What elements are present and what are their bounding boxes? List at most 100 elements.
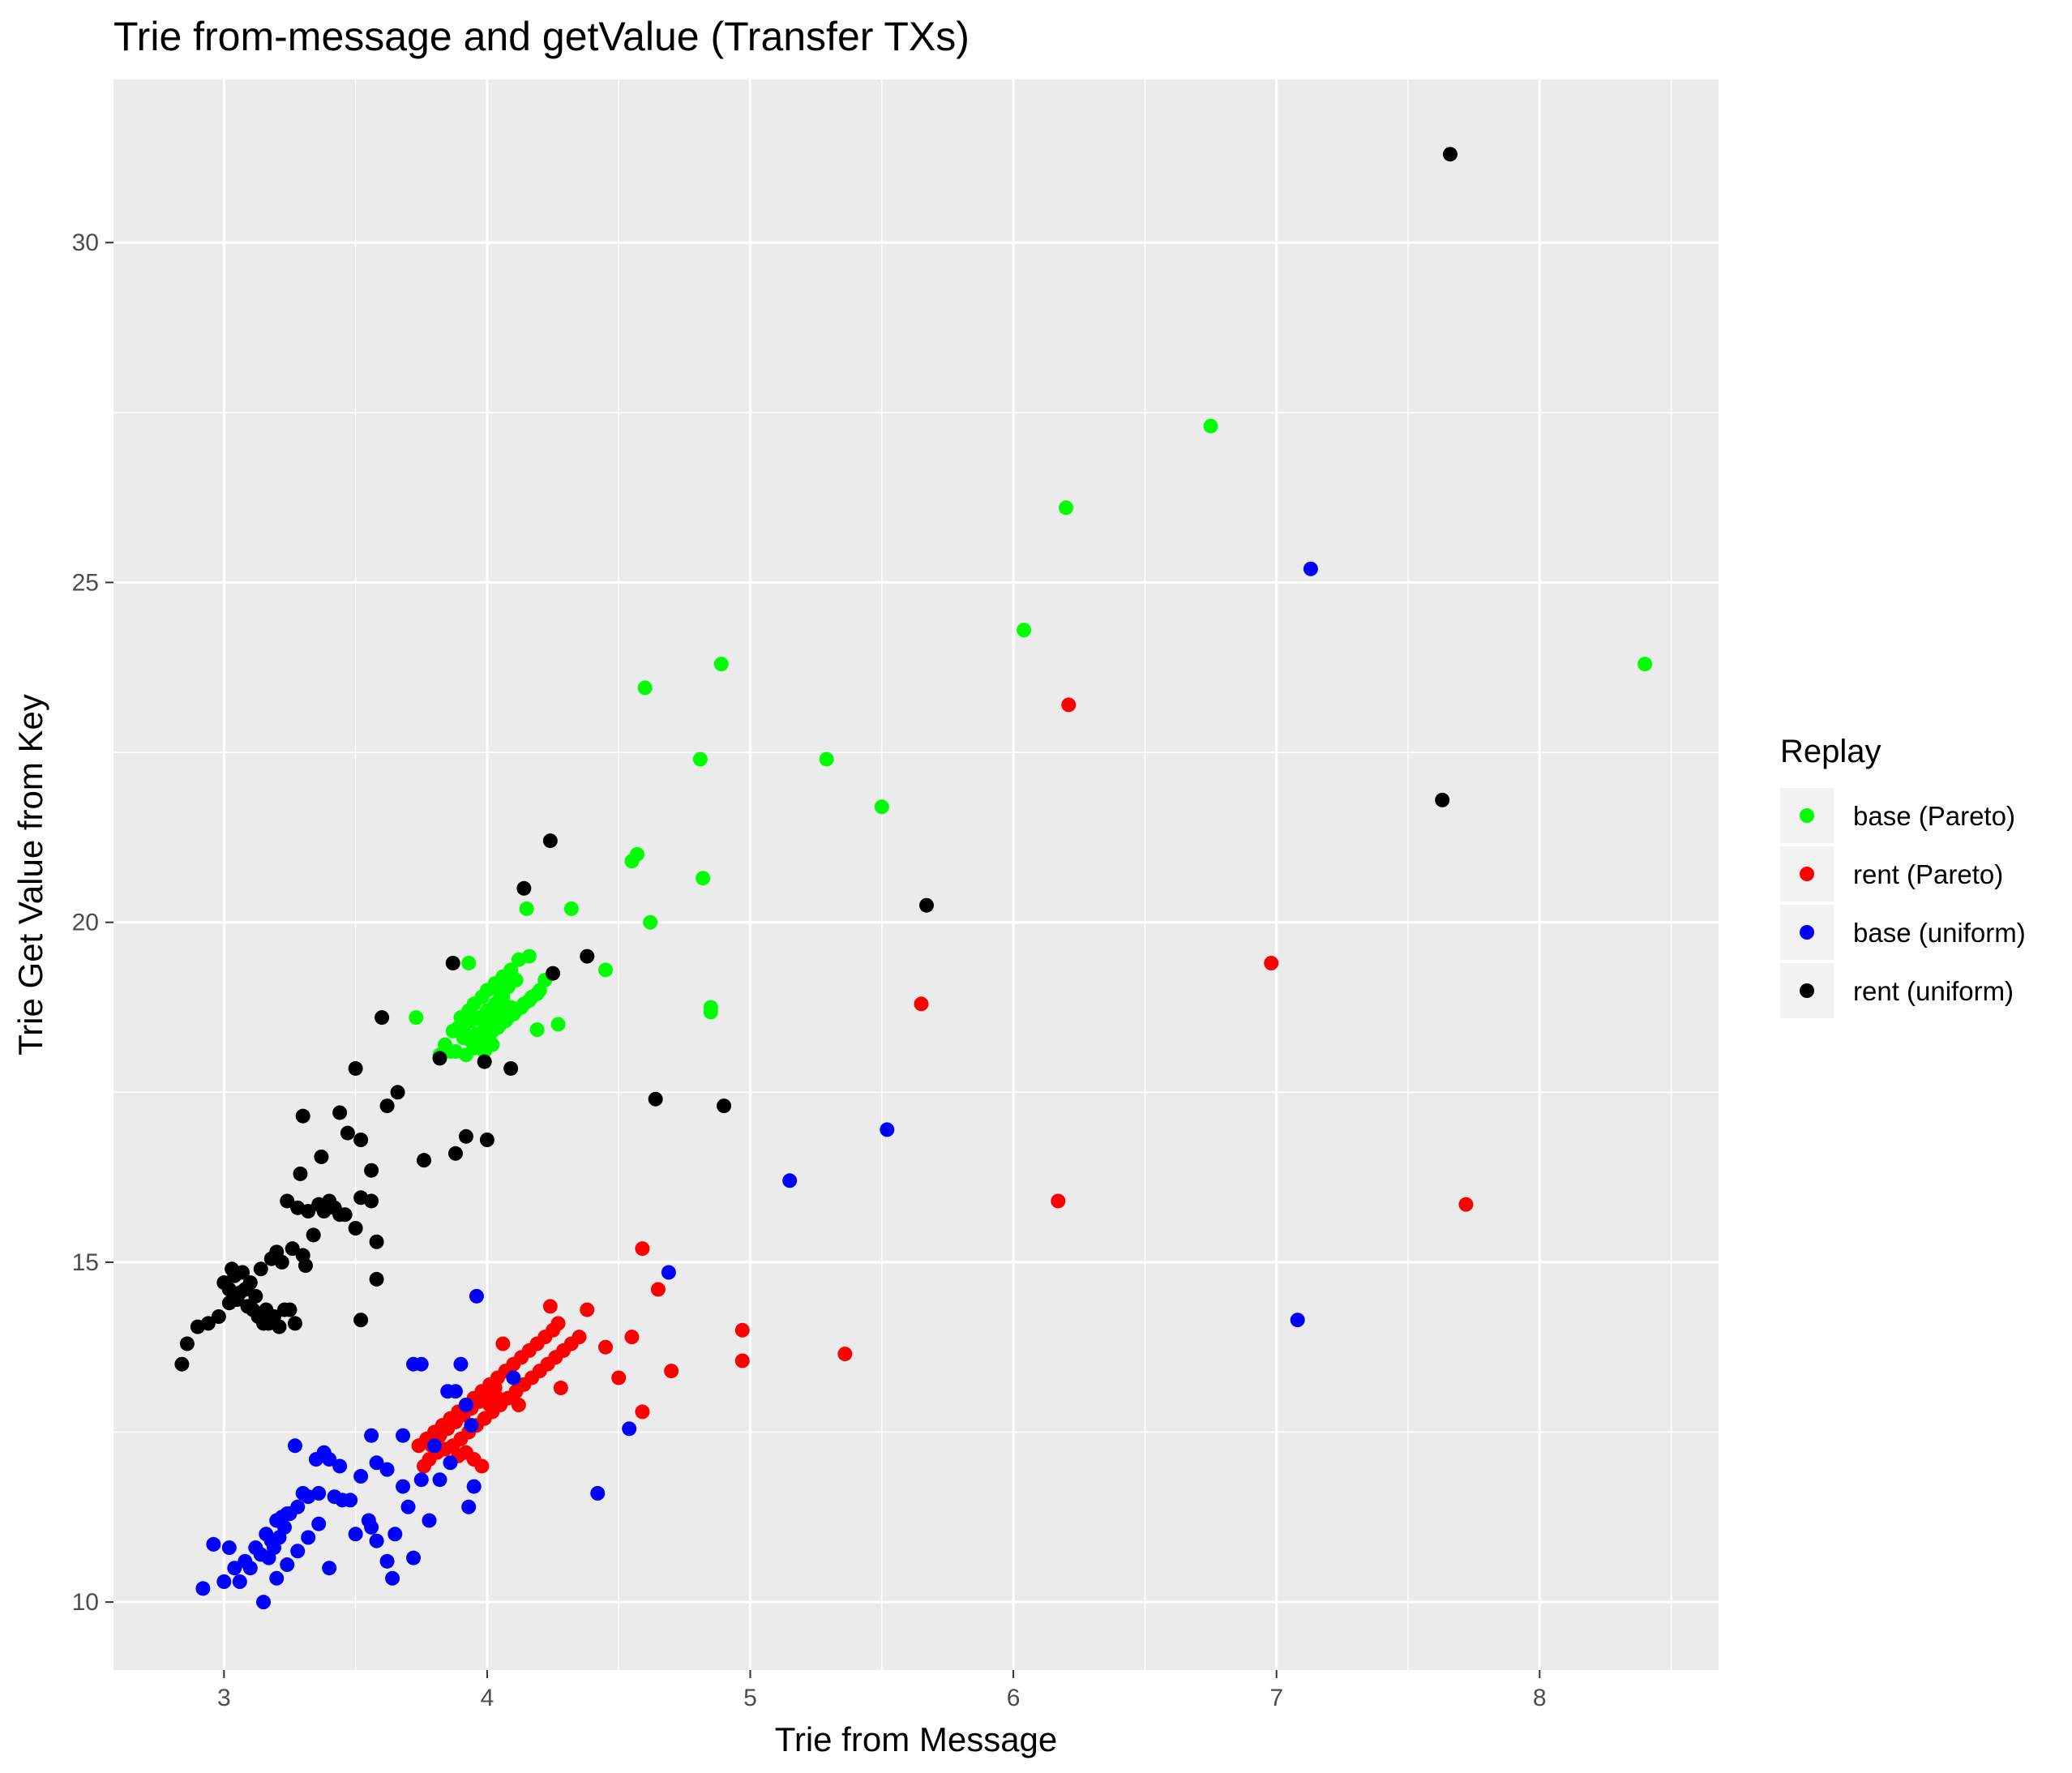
point-base-uniform <box>406 1550 422 1565</box>
point-base-uniform <box>413 1472 429 1488</box>
point-base-pareto <box>511 952 526 967</box>
point-rent-uniform <box>353 1190 369 1206</box>
point-rent-uniform <box>369 1234 384 1249</box>
point-base-pareto <box>696 871 711 886</box>
point-base-uniform <box>782 1173 798 1188</box>
point-rent-uniform <box>240 1299 255 1314</box>
x-axis-ticks: 3 4 5 6 7 8 <box>217 1670 1547 1711</box>
point-rent-uniform <box>458 1128 473 1144</box>
point-rent-uniform <box>432 1051 447 1066</box>
point-base-pareto <box>456 1023 471 1039</box>
point-rent-uniform <box>295 1108 310 1124</box>
point-base-uniform <box>396 1428 411 1443</box>
point-rent-uniform <box>542 833 558 849</box>
point-base-uniform <box>400 1499 416 1514</box>
point-base-uniform <box>216 1574 232 1589</box>
legend-title: Replay <box>1780 734 1881 769</box>
point-rent-uniform <box>503 1060 519 1076</box>
point-base-pareto <box>874 799 889 815</box>
point-rent-pareto <box>542 1299 558 1314</box>
point-base-pareto <box>692 752 708 767</box>
point-rent-uniform <box>447 1146 463 1161</box>
y-tick-label: 25 <box>72 569 99 596</box>
point-base-pareto <box>529 1022 545 1038</box>
point-base-uniform <box>227 1561 242 1576</box>
point-rent-uniform <box>221 1282 237 1297</box>
point-rent-pareto <box>664 1364 679 1379</box>
point-rent-uniform <box>229 1292 245 1308</box>
point-rent-uniform <box>546 966 561 981</box>
point-base-uniform <box>880 1122 895 1137</box>
legend-swatch-rent-pareto <box>1800 867 1814 881</box>
point-rent-uniform <box>280 1193 295 1209</box>
point-base-pareto <box>624 854 640 869</box>
point-base-pareto <box>1203 418 1218 434</box>
point-rent-uniform <box>269 1244 285 1260</box>
point-base-uniform <box>348 1527 363 1542</box>
point-rent-pareto <box>495 1336 511 1351</box>
point-rent-pareto <box>417 1458 432 1474</box>
point-base-uniform <box>464 1418 479 1433</box>
point-base-uniform <box>432 1472 447 1488</box>
point-rent-uniform <box>238 1282 253 1297</box>
plot-background <box>113 79 1719 1670</box>
point-base-uniform <box>269 1570 285 1586</box>
y-tick-label: 30 <box>72 229 99 256</box>
point-rent-pareto <box>1458 1197 1474 1212</box>
point-base-uniform <box>290 1544 306 1559</box>
point-base-uniform <box>379 1462 395 1477</box>
point-base-uniform <box>369 1455 384 1471</box>
x-tick-label: 5 <box>743 1685 757 1711</box>
legend-swatch-rent-uniform <box>1800 983 1814 998</box>
point-base-pareto <box>464 1013 479 1029</box>
point-base-uniform <box>661 1265 676 1280</box>
point-base-uniform <box>256 1595 272 1610</box>
point-base-uniform <box>276 1519 292 1535</box>
point-base-uniform <box>443 1455 458 1471</box>
point-base-pareto <box>529 986 545 1001</box>
point-rent-pareto <box>635 1241 650 1257</box>
point-base-uniform <box>466 1479 482 1494</box>
point-rent-uniform <box>479 1133 494 1147</box>
legend-label-base-pareto: base (Pareto) <box>1853 801 2015 831</box>
point-rent-uniform <box>364 1163 379 1178</box>
point-rent-pareto <box>1264 956 1279 970</box>
x-tick-label: 4 <box>481 1685 494 1711</box>
point-base-pareto <box>550 1017 566 1032</box>
point-base-uniform <box>406 1356 422 1372</box>
point-rent-uniform <box>272 1319 287 1334</box>
point-rent-uniform <box>1435 792 1450 807</box>
point-base-uniform <box>287 1438 302 1454</box>
point-base-uniform <box>622 1421 637 1437</box>
point-base-uniform <box>427 1438 442 1454</box>
point-rent-uniform <box>285 1241 300 1257</box>
point-base-uniform <box>1290 1313 1305 1328</box>
point-rent-uniform <box>250 1309 266 1324</box>
point-base-uniform <box>453 1356 469 1372</box>
point-base-uniform <box>396 1479 411 1494</box>
point-rent-uniform <box>174 1356 190 1372</box>
point-base-uniform <box>311 1516 327 1531</box>
point-rent-pareto <box>597 1339 613 1355</box>
point-rent-uniform <box>211 1309 226 1324</box>
point-rent-uniform <box>375 1010 390 1026</box>
point-rent-uniform <box>332 1207 348 1223</box>
point-rent-pareto <box>490 1390 505 1406</box>
y-axis-title: Trie Get Value from Key <box>11 694 49 1056</box>
x-axis-title: Trie from Message <box>775 1720 1058 1758</box>
point-rent-uniform <box>918 897 934 913</box>
point-base-uniform <box>461 1499 477 1514</box>
legend-label-rent-pareto: rent (Pareto) <box>1853 859 2003 889</box>
point-base-uniform <box>316 1445 332 1460</box>
x-tick-label: 7 <box>1269 1685 1283 1711</box>
point-base-uniform <box>242 1561 258 1576</box>
point-base-uniform <box>353 1469 369 1484</box>
point-base-uniform <box>301 1530 316 1545</box>
point-rent-pareto <box>650 1282 666 1297</box>
point-base-uniform <box>369 1533 384 1548</box>
legend-swatch-base-uniform <box>1800 925 1814 940</box>
point-rent-uniform <box>348 1221 363 1236</box>
point-rent-uniform <box>717 1098 732 1114</box>
point-base-pareto <box>713 657 729 672</box>
point-rent-uniform <box>322 1193 337 1209</box>
